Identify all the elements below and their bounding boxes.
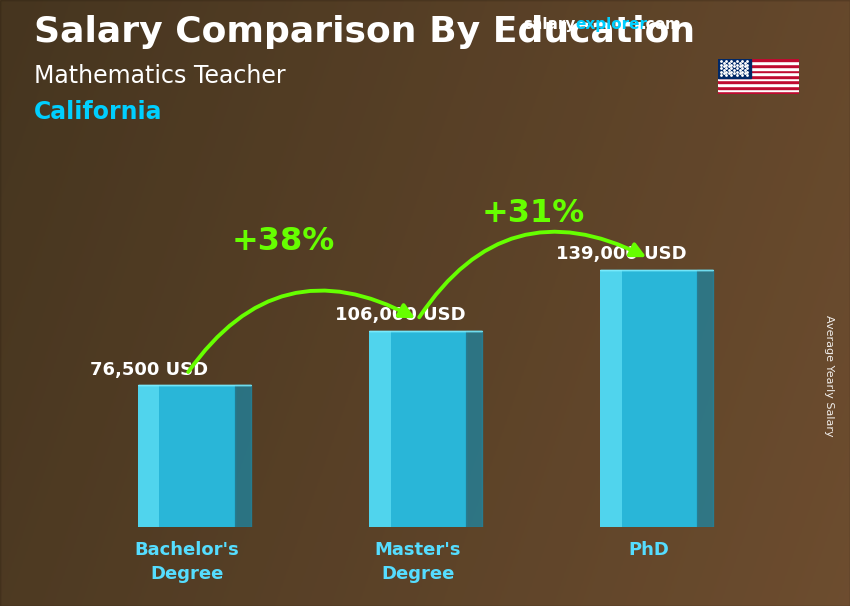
- Bar: [718, 72, 799, 75]
- Bar: [718, 70, 799, 72]
- Text: 106,000 USD: 106,000 USD: [335, 306, 465, 324]
- Bar: [369, 331, 390, 527]
- Bar: [718, 61, 799, 64]
- Text: explorer: explorer: [575, 17, 648, 32]
- Bar: [718, 83, 799, 86]
- Bar: [718, 88, 799, 92]
- Bar: [718, 64, 799, 67]
- Bar: [138, 385, 160, 527]
- Bar: [718, 81, 799, 83]
- Bar: [138, 385, 235, 527]
- Text: 139,000 USD: 139,000 USD: [557, 245, 687, 263]
- Bar: [718, 59, 751, 78]
- Text: Mathematics Teacher: Mathematics Teacher: [34, 64, 286, 88]
- Bar: [718, 92, 799, 94]
- Bar: [718, 67, 799, 70]
- Text: +31%: +31%: [482, 198, 585, 229]
- Text: salary: salary: [523, 17, 575, 32]
- Text: California: California: [34, 100, 162, 124]
- Bar: [600, 270, 697, 527]
- Bar: [600, 270, 621, 527]
- Text: Average Yearly Salary: Average Yearly Salary: [824, 315, 834, 436]
- Polygon shape: [697, 270, 713, 527]
- Bar: [718, 86, 799, 88]
- Bar: [718, 59, 799, 61]
- Bar: [369, 331, 466, 527]
- Bar: [718, 75, 799, 78]
- Text: +38%: +38%: [232, 225, 335, 256]
- Polygon shape: [235, 385, 252, 527]
- Bar: [718, 78, 799, 81]
- Text: .com: .com: [641, 17, 682, 32]
- Polygon shape: [466, 331, 483, 527]
- Text: Salary Comparison By Education: Salary Comparison By Education: [34, 15, 695, 49]
- Text: 76,500 USD: 76,500 USD: [89, 361, 207, 379]
